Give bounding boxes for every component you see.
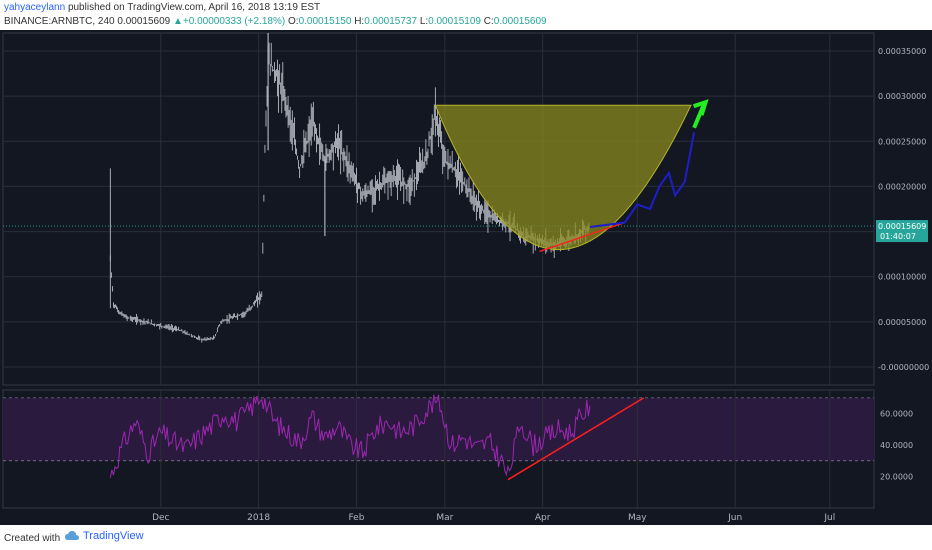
x-tick-label: Feb [348,513,364,523]
cup-pattern [434,104,692,250]
y-tick-label: -0.00000000 [878,363,929,372]
x-tick-label: Jul [823,513,835,523]
publish-text: published on TradingView.com, April 16, … [67,2,321,13]
y-tick-label: 0.00030000 [878,92,926,101]
rsi-tick-label: 20.0000 [880,473,913,482]
close-label: C: [483,16,494,27]
y-tick-label: 0.00025000 [878,137,926,146]
y-tick-label: 0.00035000 [878,47,926,56]
x-tick-label: Mar [436,513,453,523]
chart-canvas[interactable]: 0.00035000 0.00030000 0.00025000 0.00020000… [0,30,932,525]
chart-header: yahyaceylann published on TradingView.co… [0,0,932,30]
up-arrow-icon: ▲ [173,16,183,27]
price-grid [2,32,875,386]
rsi-tick-label: 60.0000 [880,410,913,419]
open-value: 0.00015150 [298,16,352,27]
rsi-trend-line [507,397,645,481]
drawing-overlays [3,99,874,253]
rsi-series [109,394,645,481]
x-tick-label: May [628,513,647,523]
publish-info: yahyaceylann published on TradingView.co… [4,2,320,13]
rsi-band [3,397,874,461]
x-tick-label: Apr [535,513,551,523]
price-pane [2,32,875,386]
target-arrow-head [692,99,709,116]
price-axis[interactable]: 0.00035000 0.00030000 0.00025000 0.00020000… [876,47,929,372]
y-tick-label: 0.00020000 [878,182,926,191]
tradingview-label: TradingView [83,530,144,542]
low-label: L: [419,16,429,27]
chart-footer: Created with TradingView [0,525,932,550]
rsi-tick-label: 40.0000 [880,441,913,450]
price-change: +0.00000333 (+2.18%) [182,16,286,27]
rsi-axis[interactable]: 60.0000 40.0000 20.0000 [880,410,913,482]
rsi-line [109,394,591,478]
high-label: H: [354,16,365,27]
price-trend-line [539,221,625,253]
x-tick-label: Dec [152,513,169,523]
y-tick-label: 0.00005000 [878,318,926,327]
current-price-tag [876,220,928,243]
close-value: 0.00015609 [493,16,547,27]
x-tick-label: 2018 [247,513,270,523]
current-price-label: 0.00015609 [878,222,926,231]
x-tick-label: Jun [727,513,742,523]
created-with-text: Created with [4,533,61,544]
rsi-grid [2,389,875,509]
tradingview-cloud-icon [65,531,79,540]
countdown-label: 01:40:07 [880,232,916,241]
symbol-label: BINANCE:ARNBTC, 240 [4,16,115,27]
last-price: 0.00015609 [117,16,171,27]
projection-path [589,132,696,229]
time-axis[interactable]: Dec 2018 Feb Mar Apr May Jun Jul [152,513,835,523]
author-link[interactable]: yahyaceylann [4,2,66,13]
ohlc-info: BINANCE:ARNBTC, 240 0.00015609 ▲+0.00000… [4,16,547,27]
high-value: 0.00015737 [364,16,418,27]
low-value: 0.00015109 [428,16,481,27]
tradingview-brand[interactable]: TradingView [64,530,144,542]
open-label: O: [288,16,299,27]
y-tick-label: 0.00010000 [878,273,926,282]
